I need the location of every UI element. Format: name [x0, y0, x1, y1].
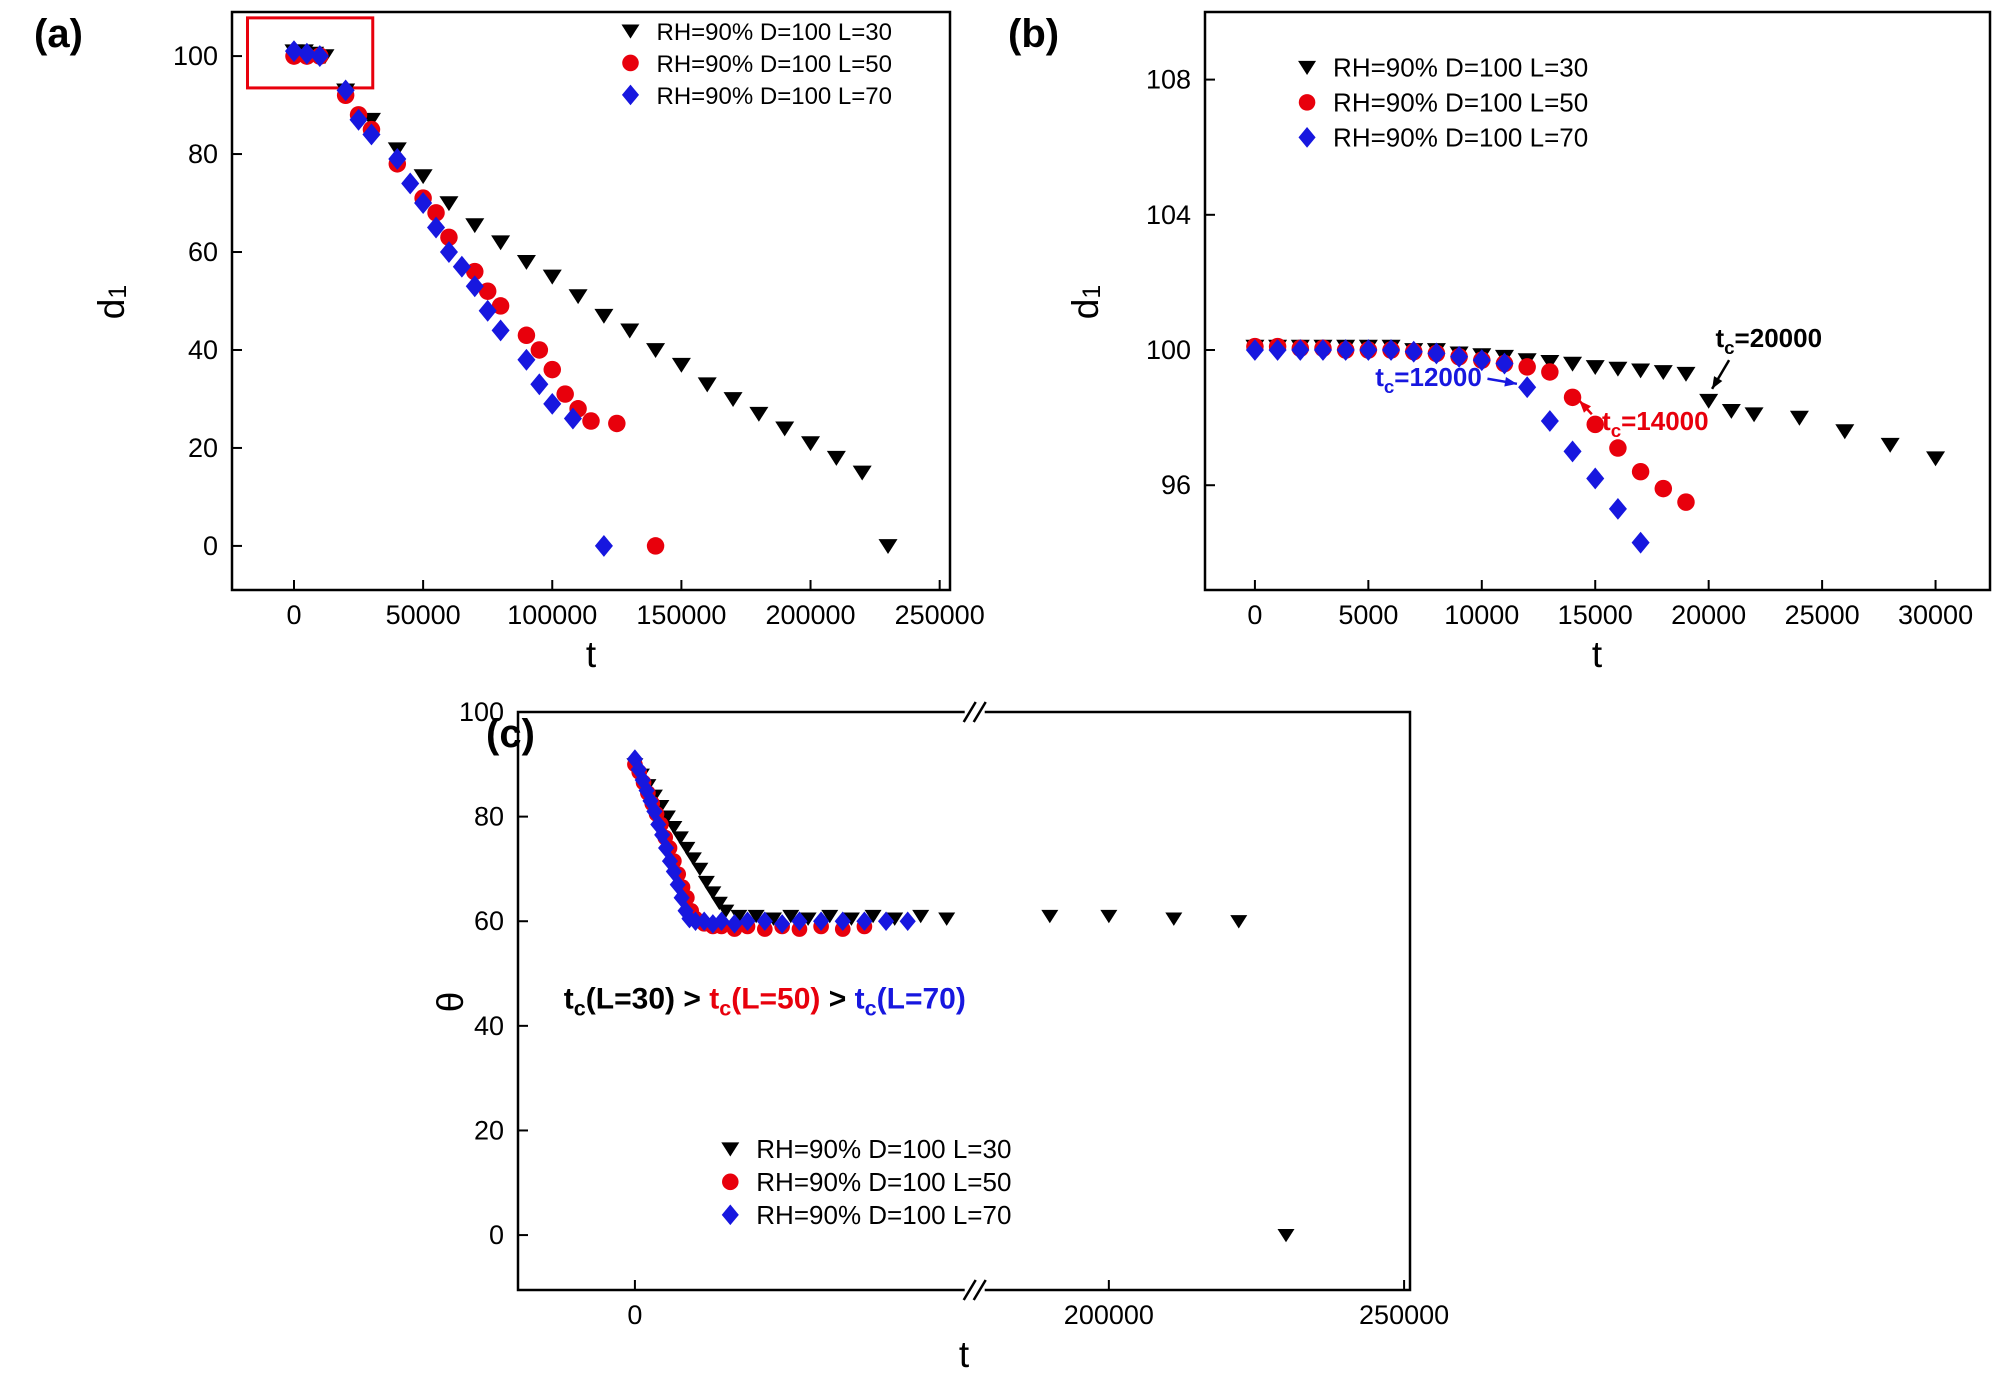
legend-label-rh90-d100-l70: RH=90% D=100 L=70 [656, 83, 892, 110]
svg-text:25000: 25000 [1785, 600, 1860, 630]
svg-text:60: 60 [188, 237, 218, 267]
svg-text:250000: 250000 [895, 600, 985, 630]
panel-b-y-ticks: 96 100 104 108 [1146, 65, 1215, 500]
svg-text:96: 96 [1161, 470, 1191, 500]
panel-c-annotation-0: tc(L=30) > tc(L=50) > tc(L=70) [564, 983, 966, 1021]
panel-a-legend: RH=90% D=100 L=30 RH=90% D=100 L=50 RH=90%… [621, 19, 892, 110]
svg-text:20: 20 [474, 1115, 504, 1145]
svg-text:80: 80 [188, 139, 218, 169]
svg-text:20: 20 [188, 433, 218, 463]
legend-label-rh90-d100-l70: RH=90% D=100 L=70 [756, 1200, 1011, 1230]
panel-b-frame [1203, 10, 1992, 592]
panel-a-y-ticks: 0 20 40 60 80 100 [173, 41, 242, 561]
panel-a-series-rh90-d100-l70 [284, 40, 613, 557]
svg-text:0: 0 [286, 600, 301, 630]
panel-c-yaxis-label: θ [420, 967, 480, 1037]
legend-label-rh90-d100-l50: RH=90% D=100 L=50 [656, 51, 892, 78]
legend-label-rh90-d100-l50: RH=90% D=100 L=50 [1333, 87, 1588, 117]
panel-b-xaxis-label: t [1591, 634, 1603, 675]
legend-label-rh90-d100-l30: RH=90% D=100 L=30 [1333, 52, 1588, 82]
svg-text:40: 40 [474, 1011, 504, 1041]
panel-a-series-rh90-d100-l50 [285, 47, 665, 555]
svg-text:5000: 5000 [1338, 600, 1398, 630]
svg-text:20000: 20000 [1671, 600, 1746, 630]
panel-b: 0 5000 10000 15000 20000 25000 30000 96 100 104 10… [1146, 10, 1992, 630]
svg-text:200000: 200000 [1064, 1300, 1154, 1330]
panel-a-yaxis-label-sub: 1 [103, 284, 132, 299]
panel-c-frame [516, 710, 1412, 1292]
panel-b-series-rh90-d100-l30 [1245, 339, 1946, 467]
zoom-region-box [245, 16, 375, 90]
svg-text:108: 108 [1146, 65, 1191, 95]
svg-text:80: 80 [474, 802, 504, 832]
panel-b-letter: (b) [1008, 12, 1060, 56]
svg-text:100: 100 [459, 697, 504, 727]
panel-b-annotation-0: tc=20000 [1710, 323, 1822, 390]
panel-a-yaxis-label-main: d [90, 298, 132, 320]
axis-break-mark [972, 1279, 987, 1301]
svg-text:150000: 150000 [636, 600, 726, 630]
svg-text:tc(L=30) > tc(L=50) > tc(L=70): tc(L=30) > tc(L=50) > tc(L=70) [564, 983, 966, 1021]
legend-label-rh90-d100-l70: RH=90% D=100 L=70 [1333, 122, 1588, 152]
svg-text:tc=12000: tc=12000 [1375, 362, 1482, 397]
axis-break-mark [962, 701, 977, 723]
svg-text:60: 60 [474, 906, 504, 936]
svg-text:tc=14000: tc=14000 [1602, 406, 1709, 441]
svg-text:tc=20000: tc=20000 [1715, 323, 1822, 358]
axis-break-mark [962, 1279, 977, 1301]
svg-text:40: 40 [188, 335, 218, 365]
svg-text:100: 100 [173, 41, 218, 71]
svg-text:0: 0 [203, 531, 218, 561]
svg-text:100000: 100000 [507, 600, 597, 630]
svg-text:15000: 15000 [1558, 600, 1633, 630]
panel-c-yaxis-label-main: θ [429, 991, 471, 1013]
svg-text:50000: 50000 [386, 600, 461, 630]
panel-b-series-rh90-d100-l70 [1245, 339, 1650, 554]
svg-text:200000: 200000 [765, 600, 855, 630]
panel-a-letter: (a) [34, 12, 83, 56]
panel-c-xaxis-label: t [958, 1334, 970, 1375]
panel-c-letter: (c) [486, 712, 535, 756]
panel-a: 0 50000 100000 150000 200000 250000 0 20 40 60 80 1… [173, 10, 985, 630]
panel-b-yaxis-label-main: d [1064, 298, 1106, 320]
panel-b-annotation-1: tc=14000 [1578, 399, 1709, 441]
panel-b-annotation-2: tc=12000 [1375, 362, 1518, 397]
svg-text:0: 0 [627, 1300, 642, 1330]
svg-text:100: 100 [1146, 335, 1191, 365]
svg-text:250000: 250000 [1359, 1300, 1449, 1330]
svg-text:10000: 10000 [1444, 600, 1519, 630]
legend-label-rh90-d100-l30: RH=90% D=100 L=30 [756, 1134, 1011, 1164]
panel-a-series-rh90-d100-l30 [284, 44, 898, 554]
svg-text:30000: 30000 [1898, 600, 1973, 630]
panel-a-x-ticks: 0 50000 100000 150000 200000 250000 [286, 580, 985, 630]
svg-text:104: 104 [1146, 200, 1191, 230]
legend-label-rh90-d100-l30: RH=90% D=100 L=30 [656, 19, 892, 46]
panel-b-x-ticks: 0 5000 10000 15000 20000 25000 30000 [1247, 580, 1973, 630]
panel-b-legend: RH=90% D=100 L=30 RH=90% D=100 L=50 RH=90%… [1298, 52, 1588, 152]
legend-label-rh90-d100-l50: RH=90% D=100 L=50 [756, 1167, 1011, 1197]
panel-a-frame [230, 10, 952, 592]
panel-c-x-ticks: 0 200000 250000 [627, 1280, 1449, 1330]
panel-a-xaxis-label: t [585, 634, 597, 675]
panel-c: 0 200000 250000 0 20 40 60 80 100 RH=90% D=100 L=… [459, 697, 1449, 1330]
panel-c-series-rh90-d100-l70 [626, 749, 916, 934]
panel-c-y-ticks: 0 20 40 60 80 100 [459, 697, 528, 1250]
svg-text:0: 0 [1247, 600, 1262, 630]
panel-b-yaxis-label-sub: 1 [1077, 284, 1106, 299]
svg-text:0: 0 [489, 1220, 504, 1250]
axis-break-mark [972, 701, 987, 723]
